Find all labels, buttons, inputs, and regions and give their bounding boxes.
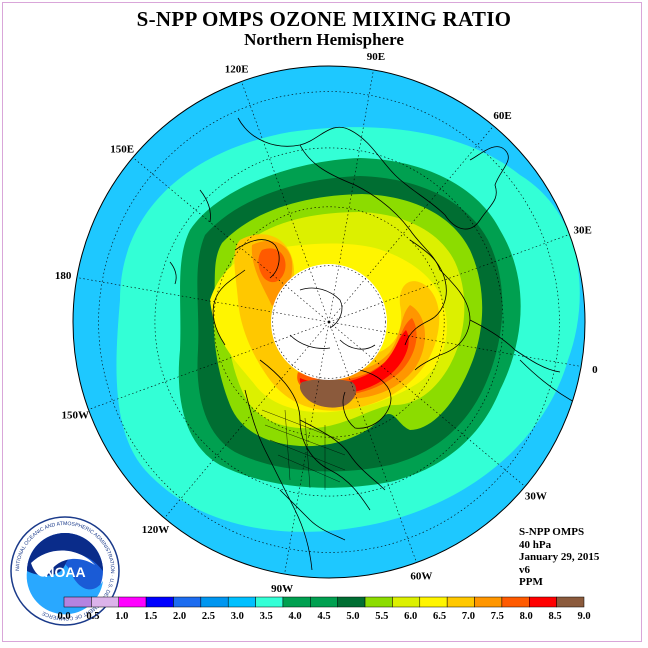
longitude-label: 60W bbox=[410, 571, 432, 583]
latitude-circle bbox=[98, 91, 560, 553]
info-panel: S-NPP OMPS 40 hPa January 29, 2015 v6 PP… bbox=[519, 526, 599, 589]
ozone-band-8-5 bbox=[299, 330, 409, 395]
map-subtitle: Northern Hemisphere bbox=[244, 30, 404, 49]
meridian-line bbox=[328, 321, 526, 487]
longitude-label: 150E bbox=[110, 143, 134, 155]
version-label: v6 bbox=[519, 563, 530, 576]
meridian-line bbox=[328, 321, 417, 563]
meridian-line bbox=[164, 321, 330, 519]
meridian-line bbox=[241, 81, 330, 323]
date-label: January 29, 2015 bbox=[519, 551, 600, 563]
ozone-field bbox=[73, 66, 585, 578]
meridian-line bbox=[88, 321, 330, 410]
meridian-line bbox=[328, 125, 494, 323]
longitude-label: 30E bbox=[574, 225, 592, 237]
units-label: PPM bbox=[519, 576, 543, 588]
meridian-line bbox=[328, 321, 582, 367]
logo-text: NOAA bbox=[44, 564, 85, 580]
map-title: S-NPP OMPS OZONE MIXING RATIO bbox=[136, 7, 512, 31]
graticule bbox=[76, 69, 582, 575]
longitude-label: 0 bbox=[592, 364, 598, 376]
longitude-label: 90E bbox=[367, 51, 385, 63]
meridian-line bbox=[132, 157, 330, 323]
meridian-line bbox=[328, 69, 374, 323]
ozone-band-9-0 bbox=[299, 379, 357, 408]
longitude-label: 30W bbox=[525, 491, 547, 503]
ozone-band-8-0 bbox=[258, 248, 417, 396]
meridian-line bbox=[328, 234, 570, 323]
map-boundary bbox=[72, 65, 586, 579]
longitude-label: 90W bbox=[271, 583, 293, 595]
longitude-label: 120W bbox=[142, 524, 170, 536]
longitude-label: 180 bbox=[55, 270, 72, 282]
longitude-label: 120E bbox=[225, 63, 249, 75]
latitude-circle bbox=[213, 206, 445, 438]
latitude-circle bbox=[154, 147, 504, 497]
figure-frame bbox=[2, 2, 642, 642]
longitude-labels: 90E 60E 30E 0 30W 60W 90W 120W 150W 180 150E 120E bbox=[55, 51, 598, 595]
meridian-line bbox=[284, 321, 330, 575]
longitude-label: 150W bbox=[62, 409, 90, 421]
longitude-label: 60E bbox=[493, 110, 511, 122]
meridian-line bbox=[76, 277, 330, 323]
noaa-logo: NOAA NATIONAL OCEANIC AND ATMOSPHERIC AD… bbox=[10, 516, 120, 626]
latitude-circle bbox=[272, 265, 386, 379]
us-state-borders bbox=[261, 409, 346, 490]
pressure-level: 40 hPa bbox=[519, 538, 552, 551]
instrument-label: S-NPP OMPS bbox=[519, 526, 585, 538]
